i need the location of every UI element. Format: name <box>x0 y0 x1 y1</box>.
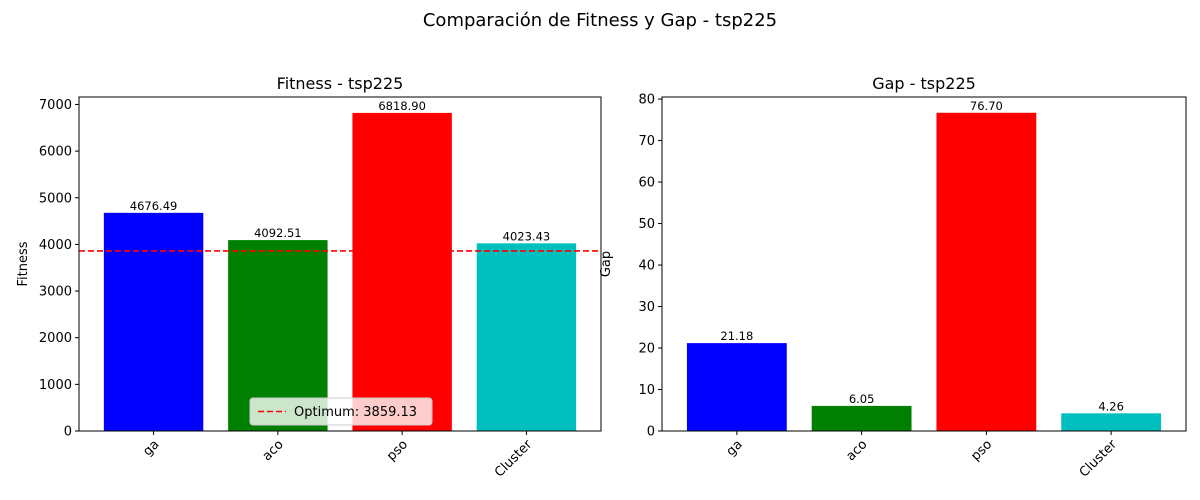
y-tick-label: 7000 <box>39 98 72 113</box>
x-tick-label: ga <box>140 437 162 459</box>
bar-value-label: 4092.51 <box>254 226 302 240</box>
y-axis-label: Fitness <box>16 241 31 286</box>
fitness-chart: Fitness - tsp225 Fitness 0 1000 2000 3000 4000… <box>16 74 602 481</box>
y-tick-label: 40 <box>638 259 655 274</box>
y-tick-label: 70 <box>638 134 655 149</box>
y-tick-label: 80 <box>638 93 655 108</box>
y-tick-label: 2000 <box>39 331 72 346</box>
bar-cluster <box>1061 413 1162 431</box>
bar-value-label: 76.70 <box>970 99 1003 113</box>
y-tick-label: 1000 <box>39 378 72 393</box>
x-tick-label: Cluster <box>492 437 536 481</box>
bar-pso <box>352 112 452 432</box>
x-tick-label: pso <box>968 437 995 464</box>
axes-frame <box>78 96 602 432</box>
axes-frame <box>661 96 1187 432</box>
bar-value-label: 21.18 <box>720 329 753 343</box>
bar-value-label: 6818.90 <box>378 99 426 113</box>
bar-value-label: 6.05 <box>849 392 875 406</box>
bar-ga <box>686 343 787 431</box>
y-tick-label: 50 <box>638 217 655 232</box>
bar-ga <box>103 212 204 431</box>
x-tick-label: ga <box>724 437 746 459</box>
figure-suptitle: Comparación de Fitness y Gap - tsp225 <box>423 10 777 31</box>
y-tick-label: 20 <box>638 342 655 357</box>
chart-title: Fitness - tsp225 <box>277 74 404 93</box>
bar-cluster <box>476 243 577 431</box>
bar-value-label: 4676.49 <box>130 199 178 213</box>
legend: Optimum: 3859.13 <box>249 397 433 426</box>
x-tick-label: aco <box>260 437 287 464</box>
y-tick-label: 3000 <box>39 285 72 300</box>
x-tick-label: Cluster <box>1077 437 1121 481</box>
y-tick-label: 30 <box>638 300 655 315</box>
gap-chart: Gap - tsp225 Gap 0 10 20 30 40 50 60 70 80 21.18 ga 6… <box>599 74 1187 481</box>
y-tick-label: 0 <box>64 425 72 440</box>
x-tick-label: aco <box>844 437 871 464</box>
bar-value-label: 4.26 <box>1098 399 1124 413</box>
y-tick-label: 10 <box>638 383 655 398</box>
y-axis-label: Gap <box>599 251 614 277</box>
y-tick-label: 0 <box>647 425 655 440</box>
legend-box <box>249 397 433 426</box>
chart-title: Gap - tsp225 <box>872 74 976 93</box>
y-tick-label: 60 <box>638 176 655 191</box>
y-tick-label: 6000 <box>39 145 72 160</box>
y-tick-label: 4000 <box>39 238 72 253</box>
bar-pso <box>936 112 1037 432</box>
bar-aco <box>811 405 912 431</box>
y-tick-label: 5000 <box>39 191 72 206</box>
bar-value-label: 4023.43 <box>503 229 551 243</box>
x-tick-label: pso <box>384 437 411 464</box>
legend-entry-label: Optimum: 3859.13 <box>294 405 417 420</box>
